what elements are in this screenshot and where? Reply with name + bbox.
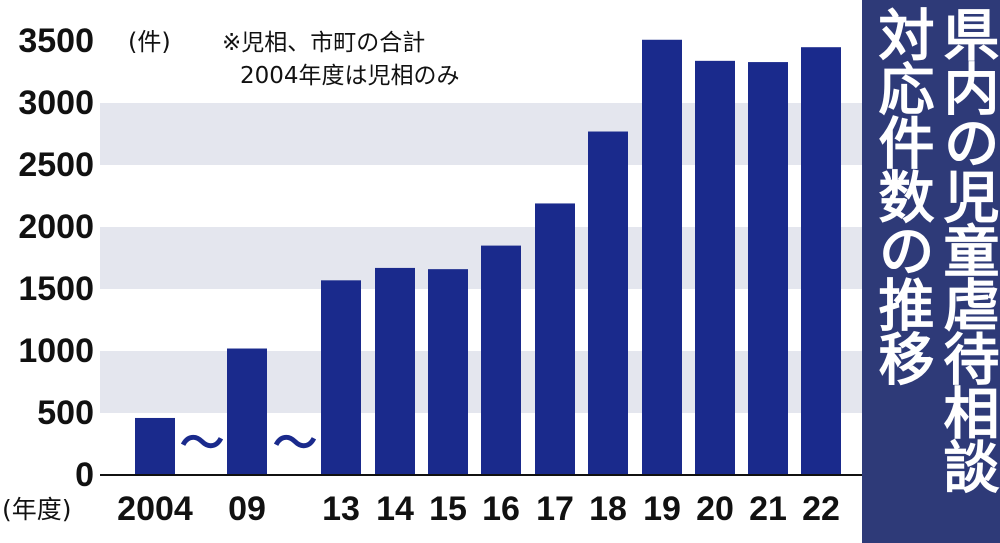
y-tick-label: 2000 (18, 208, 94, 246)
x-tick-label: 14 (376, 490, 414, 528)
bar-21 (748, 62, 788, 476)
bar-chart: 0 500 1000 1500 2000 2500 3000 3500 2004 09 13 14 1… (2, 22, 862, 528)
bar-09 (227, 348, 267, 475)
bar-2004 (135, 417, 175, 475)
x-tick-label: 21 (749, 490, 787, 528)
y-tick-label: 3500 (18, 22, 94, 60)
bar-20 (695, 60, 735, 476)
x-tick-label: 13 (322, 490, 360, 528)
y-tick-label: 3000 (18, 84, 94, 122)
y-tick-label: 2500 (18, 146, 94, 184)
note-line-1: ※児相、市町の合計 (222, 30, 425, 56)
bars (135, 39, 841, 476)
bar-17 (535, 203, 575, 475)
bar-18 (588, 131, 628, 475)
title-panel (862, 0, 1000, 543)
bar-16 (481, 245, 521, 475)
y-tick-label: 500 (37, 394, 94, 432)
bar-13 (321, 280, 361, 475)
y-tick-label: 0 (75, 456, 94, 494)
chart-title-line-1: 県内の児童虐待相談 (934, 6, 999, 492)
x-tick-label: 2004 (117, 490, 193, 528)
y-tick-label: 1000 (18, 332, 94, 370)
x-tick-label: 17 (536, 490, 574, 528)
grid-band (100, 103, 862, 165)
bar-22 (801, 47, 841, 475)
x-tick-label: 22 (802, 490, 840, 528)
axis-break-mark-2: ～ (273, 418, 317, 469)
x-tick-label: 19 (643, 490, 681, 528)
x-tick-label: 18 (589, 490, 627, 528)
x-tick-labels: 2004 09 13 14 15 16 17 18 19 20 21 22 (117, 490, 840, 528)
y-axis-unit-label: (件) (128, 28, 171, 56)
x-axis-unit-label: (年度) (2, 495, 72, 524)
x-tick-label: 15 (429, 490, 467, 528)
x-tick-label: 16 (482, 490, 520, 528)
bar-15 (428, 269, 468, 475)
chart-title-line-2: 対応件数の推移 (869, 6, 934, 384)
bar-19 (642, 39, 682, 475)
y-tick-labels: 0 500 1000 1500 2000 2500 3000 3500 (18, 22, 94, 494)
x-tick-label: 09 (228, 490, 266, 528)
note-line-2: 2004年度は児相のみ (240, 63, 460, 89)
axis-break-mark-1: ～ (180, 418, 224, 469)
y-tick-label: 1500 (18, 270, 94, 308)
x-tick-label: 20 (696, 490, 734, 528)
bar-14 (375, 267, 415, 475)
